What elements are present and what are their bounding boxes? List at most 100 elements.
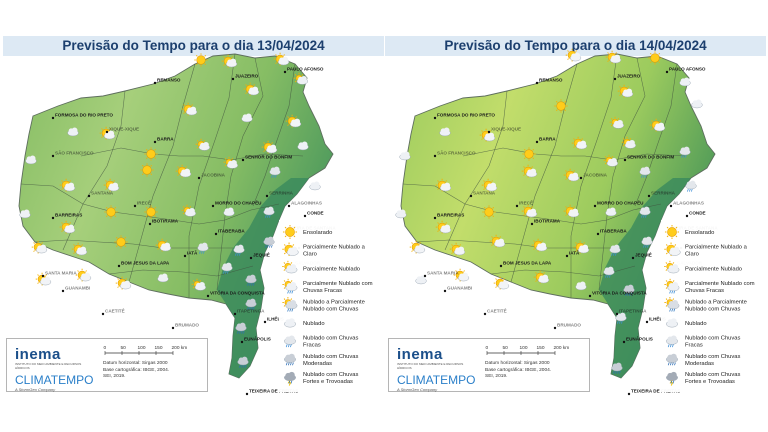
legend-item-label: Ensolarado <box>303 230 332 236</box>
city-label: IRECÊ <box>137 199 151 206</box>
city-label: SANTANA <box>91 191 114 196</box>
city-label: TEIXEIRA DE FREITAS <box>631 389 680 394</box>
cloud-light-rain-icon <box>609 244 621 256</box>
city-marker <box>433 216 437 220</box>
climatempo-logo: CLIMATEMPO <box>397 373 476 387</box>
city-label: SANTANA <box>473 191 496 196</box>
city-label: PAULO AFONSO <box>669 67 706 72</box>
city-marker <box>433 116 437 120</box>
cloud-icon <box>415 275 427 285</box>
region-border <box>510 63 578 283</box>
cloud-icon <box>309 181 321 191</box>
city-marker <box>423 274 427 278</box>
cloud-light-rain-icon <box>666 335 678 348</box>
city-label: PAULO AFONSO <box>287 67 324 72</box>
sun-cloud-icon <box>649 118 666 132</box>
legend-item-label: Fortes e Trovoadas <box>685 379 735 385</box>
city-marker <box>263 320 267 324</box>
cloud-sun-icon <box>191 278 206 291</box>
city-marker <box>613 77 617 81</box>
legend-item-label: Parcialmente Nublado a <box>303 245 366 251</box>
city-marker <box>665 70 669 74</box>
legend-item-label: Parcialmente Nublado <box>685 266 742 272</box>
city-label: FORMOSA DO RIO PRETO <box>437 113 495 118</box>
city-label: EUNÁPOLIS <box>626 336 653 342</box>
city-label: REMANSO <box>539 78 563 83</box>
city-marker <box>535 140 539 144</box>
city-marker <box>530 222 534 226</box>
sun-cloud-icon <box>181 102 198 116</box>
city-marker <box>240 340 244 344</box>
region-border <box>128 63 196 283</box>
cloud-icon <box>67 127 79 137</box>
climatempo-logo-subtitle: A StormGeo Company <box>15 387 56 392</box>
city-label: EUNÁPOLIS <box>244 336 271 342</box>
sun-cloud-icon <box>285 114 302 128</box>
city-marker <box>565 254 569 258</box>
city-marker <box>596 232 600 236</box>
legend-item-label: Parcialmente Nublado <box>303 266 360 272</box>
city-label: GUANAMBI <box>447 286 472 291</box>
region-border <box>598 57 646 291</box>
datum-text: Datum horizontal: Sirgas 2000 <box>103 361 168 366</box>
cloud-sun-icon <box>223 156 238 169</box>
legend-item-label: Chuvas Fracas <box>303 288 342 294</box>
sun-cloud-icon <box>35 272 52 286</box>
sun-cloud-icon <box>175 164 192 178</box>
city-marker <box>623 158 627 162</box>
legend-item-label: Nublado com Chuvas <box>303 336 359 342</box>
sun-cloud-icon <box>571 136 588 150</box>
cloud-light-rain-icon <box>615 312 627 324</box>
sun-cloud-icon <box>449 242 466 256</box>
city-marker <box>615 312 619 316</box>
sun-cloud-light-rain-icon <box>664 278 680 294</box>
sun-cloud-icon <box>243 82 260 96</box>
region-border <box>80 147 304 161</box>
city-label: GUANAMBI <box>65 286 90 291</box>
sun-icon <box>482 205 496 219</box>
city-label: SERRINHA <box>651 191 676 196</box>
city-marker <box>148 222 152 226</box>
city-marker <box>171 326 175 330</box>
forecast-map-panel-day-2: Previsão do Tempo para o dia 14/04/2024 … <box>385 36 766 396</box>
city-marker <box>645 320 649 324</box>
city-label: BARREIRAS <box>55 213 82 218</box>
scale-tick-label: 200 km <box>554 345 570 351</box>
sun-cloud-icon <box>71 242 88 256</box>
legend-item-label: Parcialmente Nublado com <box>303 281 373 287</box>
bahia-state-map: PAULO AFONSO JUAZEIRO REMANSO FORMOSA DO RI… <box>18 52 375 396</box>
legend-item-label: Parcialmente Nublado com <box>685 281 755 287</box>
city-label: BARRA <box>539 137 556 142</box>
legend-item-label: Nublado com Chuvas <box>303 354 359 360</box>
city-label: FORMOSA DO RIO PRETO <box>55 113 113 118</box>
sun-cloud-icon <box>435 220 452 234</box>
legend-item-label: Nublado com Chuvas <box>685 336 741 342</box>
city-marker <box>241 158 245 162</box>
sun-cloud-icon <box>489 234 506 248</box>
sun-cloud-icon <box>261 140 278 154</box>
sun-cloud-icon <box>573 240 590 254</box>
sun-cloud-icon <box>521 164 538 178</box>
cloud-rain-icon <box>623 284 635 296</box>
region-border <box>188 53 236 298</box>
cloud-sun-icon <box>603 154 618 167</box>
city-label: SANTA MARIA <box>427 271 459 276</box>
sun-cloud-icon <box>99 126 116 140</box>
city-label: ILHÉUS <box>267 315 284 322</box>
city-label: CAETITÉ <box>105 307 125 314</box>
region-border <box>108 265 254 277</box>
city-marker <box>303 214 307 218</box>
sun-cloud-icon <box>563 168 580 182</box>
inema-logo: inema <box>397 346 443 363</box>
scale-tick-label: 200 km <box>172 345 188 351</box>
cloud-rain-icon <box>245 298 257 310</box>
cloud-icon <box>25 155 37 165</box>
sun-cloud-icon <box>273 52 290 66</box>
climatempo-logo-subtitle: A StormGeo Company <box>397 387 438 392</box>
datum-text: SEI, 2019. <box>485 374 508 379</box>
city-label: CONDE <box>689 211 706 216</box>
region-border <box>570 53 618 298</box>
legend-item-label: Claro <box>303 252 317 258</box>
city-marker <box>553 326 557 330</box>
cloud-sun-icon <box>195 138 210 151</box>
